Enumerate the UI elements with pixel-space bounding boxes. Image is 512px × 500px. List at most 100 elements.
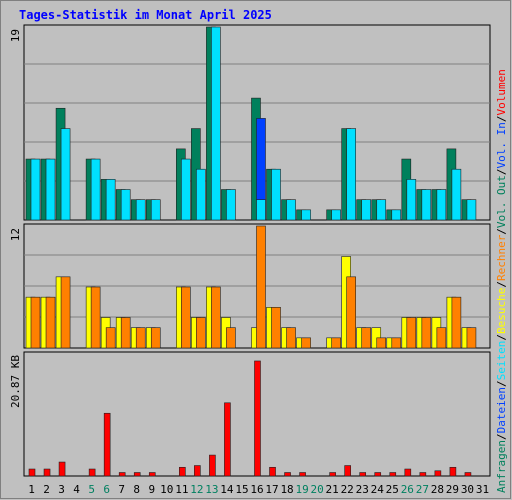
bar-volumen-day-2 [43, 468, 51, 477]
x-tick-label-29: 29 [446, 483, 459, 496]
bar-volumen-day-22 [344, 465, 351, 477]
bar-rechner-day-29 [451, 296, 462, 349]
bar-volumen-day-23 [359, 472, 367, 477]
bar-rechner-day-24 [376, 337, 387, 349]
legend-part-6: Besuche [495, 288, 508, 334]
x-tick-label-5: 5 [88, 483, 95, 496]
bar-volumen-day-17 [269, 466, 276, 477]
series-anfragen [25, 26, 472, 221]
bar-seiten-day-21 [331, 209, 341, 221]
bar-seiten-day-8 [135, 199, 146, 221]
bar-rechner-day-22 [346, 276, 356, 349]
bar-rechner-day-27 [421, 317, 432, 349]
bar-seiten-day-1 [30, 158, 41, 221]
bar-volumen-day-29 [449, 466, 457, 477]
legend-part-1: / [495, 433, 508, 440]
bar-rechner-day-6 [105, 327, 116, 349]
bar-rechner-day-9 [150, 327, 161, 349]
x-tick-label-9: 9 [148, 483, 155, 496]
x-tick-label-17: 17 [265, 483, 278, 496]
x-tick-label-28: 28 [431, 483, 444, 496]
x-tick-label-25: 25 [386, 483, 399, 496]
bar-rechner-day-2 [45, 296, 56, 349]
bar-seiten-day-17 [271, 168, 281, 221]
bar-volumen-day-7 [118, 472, 126, 477]
bar-rechner-day-17 [271, 307, 281, 349]
bar-seiten-day-26 [406, 179, 417, 221]
legend-part-7: / [495, 281, 508, 288]
bar-rechner-day-26 [406, 317, 417, 349]
x-tick-label-26: 26 [401, 483, 414, 496]
x-tick-label-21: 21 [326, 483, 339, 496]
bar-rechner-day-14 [226, 327, 236, 349]
x-tick-label-1: 1 [28, 483, 35, 496]
bar-seiten-day-29 [451, 168, 462, 221]
legend-part-5: / [495, 334, 508, 341]
series-volumen [28, 360, 472, 477]
legend-part-13: / [495, 115, 508, 122]
x-tick-label-15: 15 [235, 483, 248, 496]
bar-seiten-day-13 [211, 26, 221, 221]
legend-part-14: Volumen [495, 69, 508, 115]
bar-volumen-day-24 [374, 472, 382, 477]
bar-rechner-day-18 [286, 327, 296, 349]
x-tick-label-18: 18 [280, 483, 293, 496]
bar-rechner-day-8 [135, 327, 146, 349]
x-tick-label-24: 24 [371, 483, 385, 496]
bar-volumen-day-6 [103, 412, 111, 477]
x-tick-label-20: 20 [311, 483, 324, 496]
bar-rechner-day-12 [196, 317, 206, 349]
bar-seiten-day-14 [226, 189, 236, 221]
x-tick-label-13: 13 [205, 483, 218, 496]
bar-rechner-day-28 [436, 327, 447, 349]
bar-seiten-day-27 [421, 189, 432, 221]
bar-rechner-day-25 [391, 337, 402, 349]
x-tick-label-23: 23 [356, 483, 369, 496]
legend-part-9: / [495, 228, 508, 235]
legend-part-3: / [495, 380, 508, 387]
panel-besuche-rechner [23, 223, 491, 349]
x-tick-label-6: 6 [103, 483, 110, 496]
x-tick-label-12: 12 [190, 483, 203, 496]
bar-volumen-day-9 [148, 472, 156, 477]
x-tick-label-7: 7 [118, 483, 125, 496]
x-axis-labels: 1 2 3 4 5 6 7 8 9 10 11 12 13 14 15 16 17 18 19 20 21 22 23 24 2… [28, 483, 489, 496]
bar-rechner-day-7 [120, 317, 131, 349]
chart-title: Tages-Statistik im Monat April 2025 [19, 8, 272, 22]
panel-volumen [23, 351, 491, 477]
bar-seiten-day-24 [376, 199, 387, 221]
bar-rechner-day-1 [30, 296, 41, 349]
bar-rechner-day-13 [211, 286, 221, 349]
x-tick-label-11: 11 [175, 483, 188, 496]
bar-rechner-day-11 [181, 286, 191, 349]
bar-volumen-day-8 [133, 472, 141, 477]
bar-volumen-day-21 [329, 472, 336, 477]
bar-rechner-day-30 [466, 327, 477, 349]
legend-part-2: Dateien [495, 387, 508, 433]
bar-rechner-day-23 [361, 327, 372, 349]
x-tick-label-10: 10 [160, 483, 173, 496]
bar-volumen-day-28 [434, 470, 442, 477]
bar-volumen-day-3 [58, 461, 66, 477]
bar-seiten-day-30 [466, 199, 477, 221]
bar-seiten-day-25 [391, 209, 402, 221]
ymax-label-bot: 20.87 KB [9, 355, 22, 408]
x-tick-label-19: 19 [295, 483, 308, 496]
x-tick-label-22: 22 [341, 483, 354, 496]
bar-seiten-day-11 [181, 158, 191, 221]
bar-volumen-day-14 [224, 402, 231, 477]
bar-volumen-day-30 [464, 472, 472, 477]
right-legend: Anfragen/Dateien/Seiten/Besuche/Rechner/… [495, 69, 508, 493]
bar-seiten-day-7 [120, 189, 131, 221]
bar-volumen-day-19 [299, 472, 306, 477]
x-tick-label-2: 2 [43, 483, 50, 496]
legend-part-4: Seiten [495, 341, 508, 381]
x-tick-label-3: 3 [58, 483, 65, 496]
bar-seiten-day-3 [60, 128, 71, 221]
series-besuche [25, 256, 472, 349]
x-tick-label-14: 14 [220, 483, 234, 496]
bar-seiten-day-16 [256, 199, 266, 221]
